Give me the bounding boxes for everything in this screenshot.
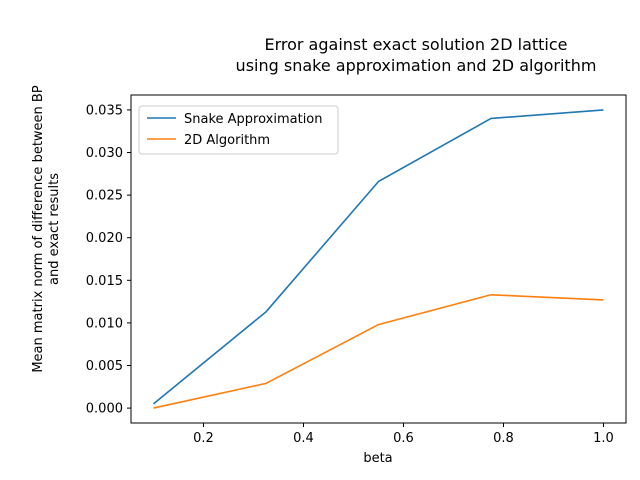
x-axis-label: beta xyxy=(363,451,392,466)
y-tick-label: 0.000 xyxy=(86,402,123,417)
legend-label-snake-approximation: Snake Approximation xyxy=(184,112,323,127)
series-line-2d-algorithm xyxy=(153,293,604,409)
x-tick-label: 0.6 xyxy=(393,431,414,446)
y-tick-label: 0.025 xyxy=(86,189,123,204)
y-axis-label-line-1: Mean matrix norm of difference between B… xyxy=(31,85,46,372)
series-line-snake-approximation xyxy=(152,109,604,405)
series-layer xyxy=(152,109,604,409)
chart-title: Error against exact solution 2D lattice … xyxy=(236,35,597,75)
y-tick-label: 0.020 xyxy=(86,231,123,246)
y-axis-ticks: 0.000 0.005 0.010 0.015 0.020 0.025 0.030 0.035 xyxy=(86,103,131,417)
x-tick-label: 0.4 xyxy=(293,431,314,446)
chart-title-line-1: Error against exact solution 2D lattice xyxy=(264,35,567,54)
legend: Snake Approximation 2D Algorithm xyxy=(138,105,339,155)
x-tick-label: 1.0 xyxy=(593,431,614,446)
x-tick-label: 0.8 xyxy=(493,431,514,446)
plot-frame xyxy=(130,94,627,424)
legend-label-2d-algorithm: 2D Algorithm xyxy=(184,133,270,148)
legend-box xyxy=(138,105,339,155)
y-tick-label: 0.015 xyxy=(86,274,123,289)
chart-title-line-2: using snake approximation and 2D algorit… xyxy=(236,56,597,75)
y-tick-label: 0.010 xyxy=(86,316,123,331)
y-axis-label: Mean matrix norm of difference between B… xyxy=(31,85,62,372)
x-axis-ticks: 0.2 0.4 0.6 0.8 1.0 xyxy=(193,423,614,446)
y-tick-label: 0.035 xyxy=(86,103,123,118)
y-tick-label: 0.005 xyxy=(86,359,123,374)
x-tick-label: 0.2 xyxy=(193,431,214,446)
y-tick-label: 0.030 xyxy=(86,146,123,161)
y-axis-label-line-2: and exact results xyxy=(47,173,62,285)
